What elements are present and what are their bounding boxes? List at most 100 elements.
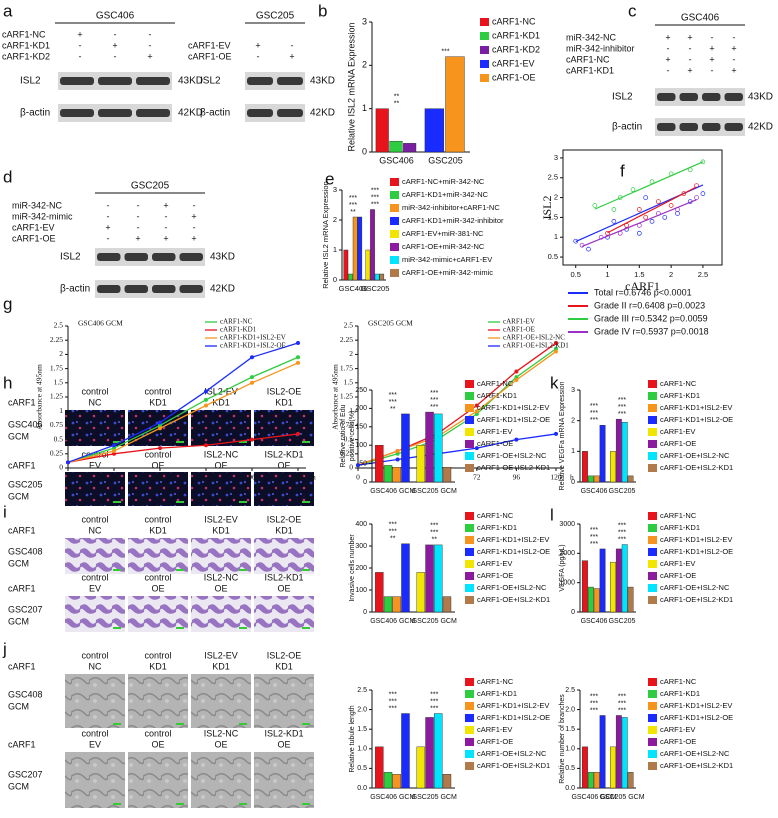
column-label: ISL2-EV [204,514,238,524]
condition-label: miR-342-inhibitor [566,43,635,53]
y-axis-label: Absorbance at 495nm [35,364,44,430]
legend-label: cARF1-OE+ISL2-NC [477,749,547,758]
legend-label: cARF1-KD1+miR-342-inhibitor [402,216,504,225]
legend-swatch [465,416,474,424]
point [296,355,300,360]
y-axis-label: ISL2 [540,196,554,220]
legend-label: cARF1-OE+ISL2-KD1 [660,463,733,472]
bar [582,746,588,789]
bar [434,544,443,613]
micrograph [254,674,314,728]
legend-swatch [648,452,657,460]
point [474,412,479,417]
legend-swatch [390,191,399,199]
column-label: control [81,650,108,660]
legend-label: cARF1-KD1+miR-342-NC [402,190,489,199]
micrograph [65,596,125,632]
point [554,346,558,351]
bar [610,561,616,613]
column-label: ISL2-NC [204,449,239,459]
significance: *** [430,390,438,397]
y-tick-label: 0.0 [565,785,575,792]
legend-label: cARF1-NC [492,16,536,26]
column-label: control [81,728,108,738]
significance: *** [590,417,598,424]
y-tick-label: 1.0 [565,746,575,753]
x-tick-label: 0 [356,473,360,482]
significance: *** [430,530,438,537]
y-tick-label: 2.0 [357,706,367,713]
legend-label: cARF1-OE+ISL2-KD1 [477,463,550,472]
legend-swatch [465,690,474,698]
legend-label: miR-342-inhibitor+cARF1-NC [402,203,500,212]
condition-mark: - [193,200,196,210]
legend-label: cARF1-OE+ISL2-KD1 [660,595,733,604]
band-size: 43KD [210,252,235,263]
band-label: ISL2 [60,252,81,263]
bar [375,572,384,613]
point [700,191,706,196]
legend-swatch [648,584,657,592]
significance: *** [590,534,598,541]
band-size: 42KD [210,284,235,295]
blot-band [702,93,721,101]
legend-label: Total r=0.6746 p<0.0001 [594,287,692,297]
legend-label: cARF1-KD1+ISL2-OE [660,415,733,424]
micrograph [254,752,314,808]
legend-label: cARF1-KD1+ISL2-OE [220,342,286,350]
condition-mark: - [114,29,117,39]
y-tick-label: 0 [333,275,337,284]
significance: *** [430,698,438,705]
panel-letter: j [2,639,7,658]
panel-letter: e [325,169,334,188]
x-tick-label: 0.5 [571,270,581,279]
micrograph [65,472,125,506]
column-label: EV [89,460,101,470]
point [66,460,70,465]
point [158,423,162,428]
column-label: control [144,728,171,738]
band-size: 42KD [748,122,773,133]
bar [383,596,393,613]
point [112,448,116,453]
legend-label: cARF1-EV [660,725,695,734]
point [694,195,699,200]
legend-label: cARF1-KD1 [477,523,517,532]
point [514,369,519,374]
bar [442,467,452,483]
legend-swatch [465,596,474,604]
legend-label: cARF1-EV [503,318,535,326]
point [700,159,706,165]
y-tick-label: 250 [355,387,367,394]
column-label: NC [89,525,102,535]
y-tick-label: 1.25 [50,392,63,401]
condition-mark: + [191,211,196,221]
bar [416,572,426,613]
significance: *** [618,397,626,404]
condition-mark: - [193,222,196,232]
y-tick-label: 2.0 [565,706,575,713]
condition-mark: + [105,222,110,232]
blot-band [724,123,743,131]
blot-membrane [95,280,205,298]
column-label: NC [89,661,102,671]
legend-swatch [648,416,657,424]
micrograph [128,538,188,574]
legend-swatch [465,380,474,388]
x-tick-label: 96 [248,473,256,482]
legend-label: cARF1-OE+ISL2-KD1 [477,761,550,770]
micrograph [191,674,251,728]
point [250,355,254,360]
condition-label: cARF1-KD1 [566,65,614,75]
bar [599,548,606,613]
y-tick-label: 2.5 [565,687,575,694]
point [158,446,162,451]
y-tick-label: 1 [333,245,337,254]
column-label: control [81,514,108,524]
legend-swatch [648,524,657,532]
point [112,451,116,456]
micrograph [128,596,188,632]
bar [599,425,606,483]
y-tick-label: 2.5 [54,321,64,330]
column-label: ISL2-KD1 [264,449,303,459]
